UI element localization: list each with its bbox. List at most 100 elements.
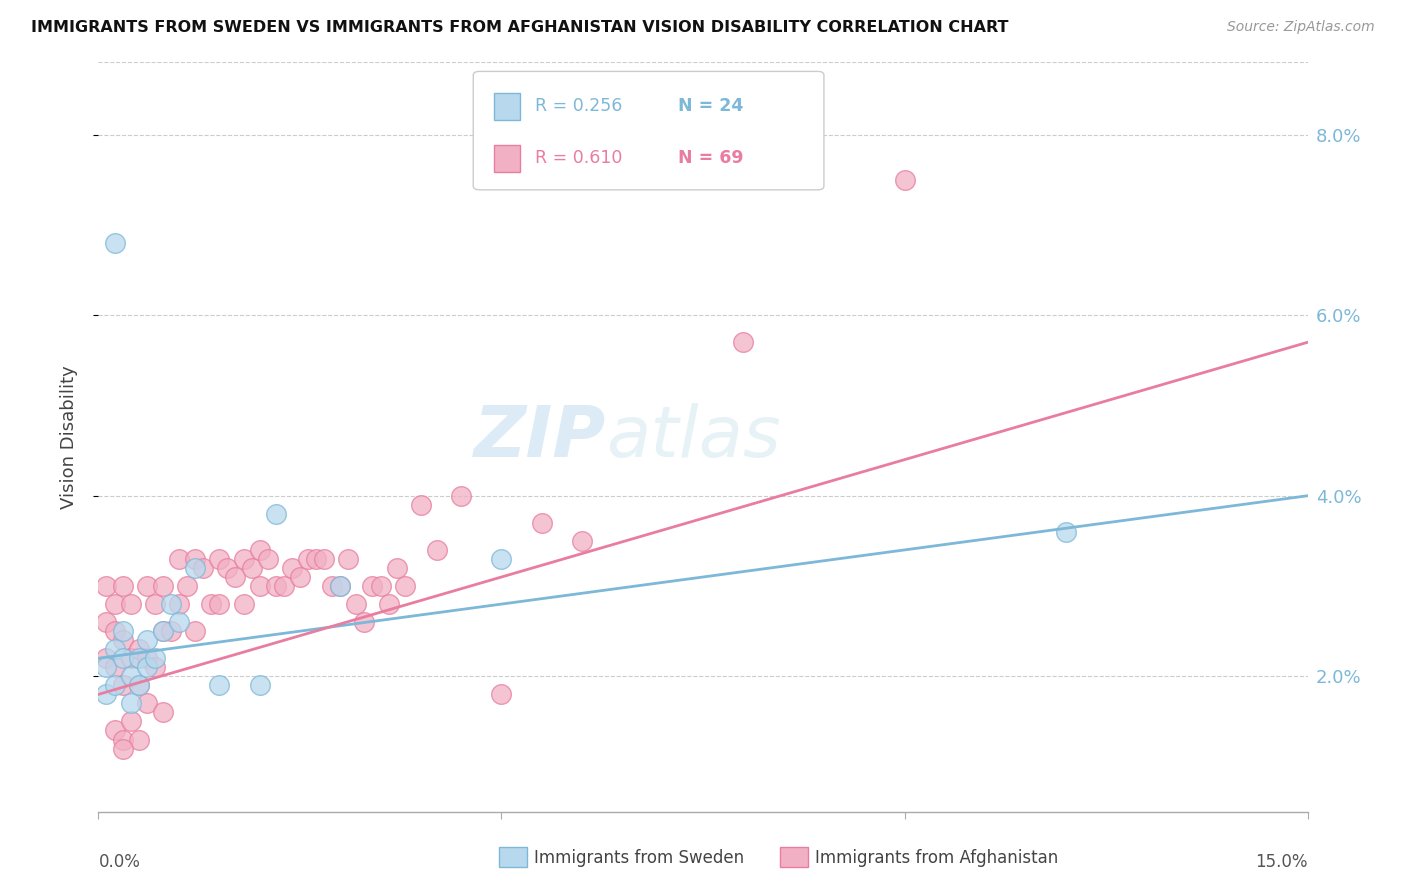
Point — [111, 651, 134, 665]
Point — [256, 552, 278, 566]
Point — [103, 678, 125, 692]
Point — [337, 552, 360, 566]
Point — [184, 561, 207, 575]
Point — [491, 552, 513, 566]
Point — [288, 570, 311, 584]
Bar — [494, 145, 520, 172]
Point — [273, 579, 295, 593]
Point — [152, 624, 174, 639]
Point — [232, 597, 254, 611]
Point — [314, 552, 336, 566]
Text: Source: ZipAtlas.com: Source: ZipAtlas.com — [1227, 20, 1375, 34]
Point — [135, 579, 157, 593]
Point — [249, 543, 271, 558]
Point — [103, 660, 125, 674]
Point — [184, 624, 207, 639]
Point — [370, 579, 392, 593]
Text: atlas: atlas — [606, 402, 780, 472]
Point — [232, 552, 254, 566]
Point — [571, 533, 593, 548]
Point — [240, 561, 263, 575]
Point — [143, 597, 166, 611]
Point — [152, 624, 174, 639]
Text: 0.0%: 0.0% — [98, 853, 141, 871]
Point — [208, 552, 231, 566]
Point — [193, 561, 215, 575]
Point — [103, 642, 125, 657]
Text: 15.0%: 15.0% — [1256, 853, 1308, 871]
Point — [893, 173, 915, 187]
Point — [103, 624, 125, 639]
Text: N = 24: N = 24 — [678, 97, 742, 115]
Point — [530, 516, 553, 530]
Point — [249, 678, 271, 692]
Point — [394, 579, 416, 593]
Point — [120, 714, 142, 729]
Text: R = 0.610: R = 0.610 — [534, 149, 623, 168]
Point — [184, 552, 207, 566]
Point — [208, 597, 231, 611]
Point — [733, 335, 755, 350]
Point — [1054, 524, 1077, 539]
Point — [111, 678, 134, 692]
Point — [160, 624, 183, 639]
Point — [152, 706, 174, 720]
Point — [135, 633, 157, 648]
Point — [135, 660, 157, 674]
Point — [128, 678, 150, 692]
Point — [103, 235, 125, 250]
Point — [281, 561, 304, 575]
Point — [200, 597, 222, 611]
Point — [111, 732, 134, 747]
Point — [111, 741, 134, 756]
Point — [167, 552, 190, 566]
Bar — [494, 93, 520, 120]
Point — [103, 723, 125, 738]
Text: Immigrants from Sweden: Immigrants from Sweden — [534, 849, 744, 867]
Point — [329, 579, 352, 593]
Point — [297, 552, 319, 566]
Point — [167, 615, 190, 629]
Point — [111, 624, 134, 639]
Point — [128, 732, 150, 747]
Point — [103, 597, 125, 611]
Point — [491, 687, 513, 701]
Point — [128, 651, 150, 665]
Point — [409, 498, 432, 512]
FancyBboxPatch shape — [474, 71, 824, 190]
Point — [377, 597, 399, 611]
Point — [321, 579, 343, 593]
Point — [96, 579, 118, 593]
Point — [160, 597, 183, 611]
Point — [217, 561, 239, 575]
Point — [96, 615, 118, 629]
Point — [305, 552, 328, 566]
Text: N = 69: N = 69 — [678, 149, 744, 168]
Point — [128, 642, 150, 657]
Point — [426, 543, 449, 558]
Text: Immigrants from Afghanistan: Immigrants from Afghanistan — [815, 849, 1059, 867]
Point — [96, 687, 118, 701]
Text: R = 0.256: R = 0.256 — [534, 97, 623, 115]
Point — [264, 507, 287, 521]
Point — [167, 597, 190, 611]
Point — [120, 597, 142, 611]
Point — [344, 597, 367, 611]
Point — [143, 660, 166, 674]
Text: ZIP: ZIP — [474, 402, 606, 472]
Point — [224, 570, 246, 584]
Point — [208, 678, 231, 692]
Point — [128, 678, 150, 692]
Y-axis label: Vision Disability: Vision Disability — [59, 365, 77, 509]
Point — [96, 660, 118, 674]
Point — [152, 579, 174, 593]
Point — [96, 651, 118, 665]
Point — [329, 579, 352, 593]
Text: IMMIGRANTS FROM SWEDEN VS IMMIGRANTS FROM AFGHANISTAN VISION DISABILITY CORRELAT: IMMIGRANTS FROM SWEDEN VS IMMIGRANTS FRO… — [31, 20, 1008, 35]
Point — [176, 579, 198, 593]
Point — [120, 651, 142, 665]
Point — [111, 633, 134, 648]
Point — [361, 579, 384, 593]
Point — [143, 651, 166, 665]
Point — [120, 697, 142, 711]
